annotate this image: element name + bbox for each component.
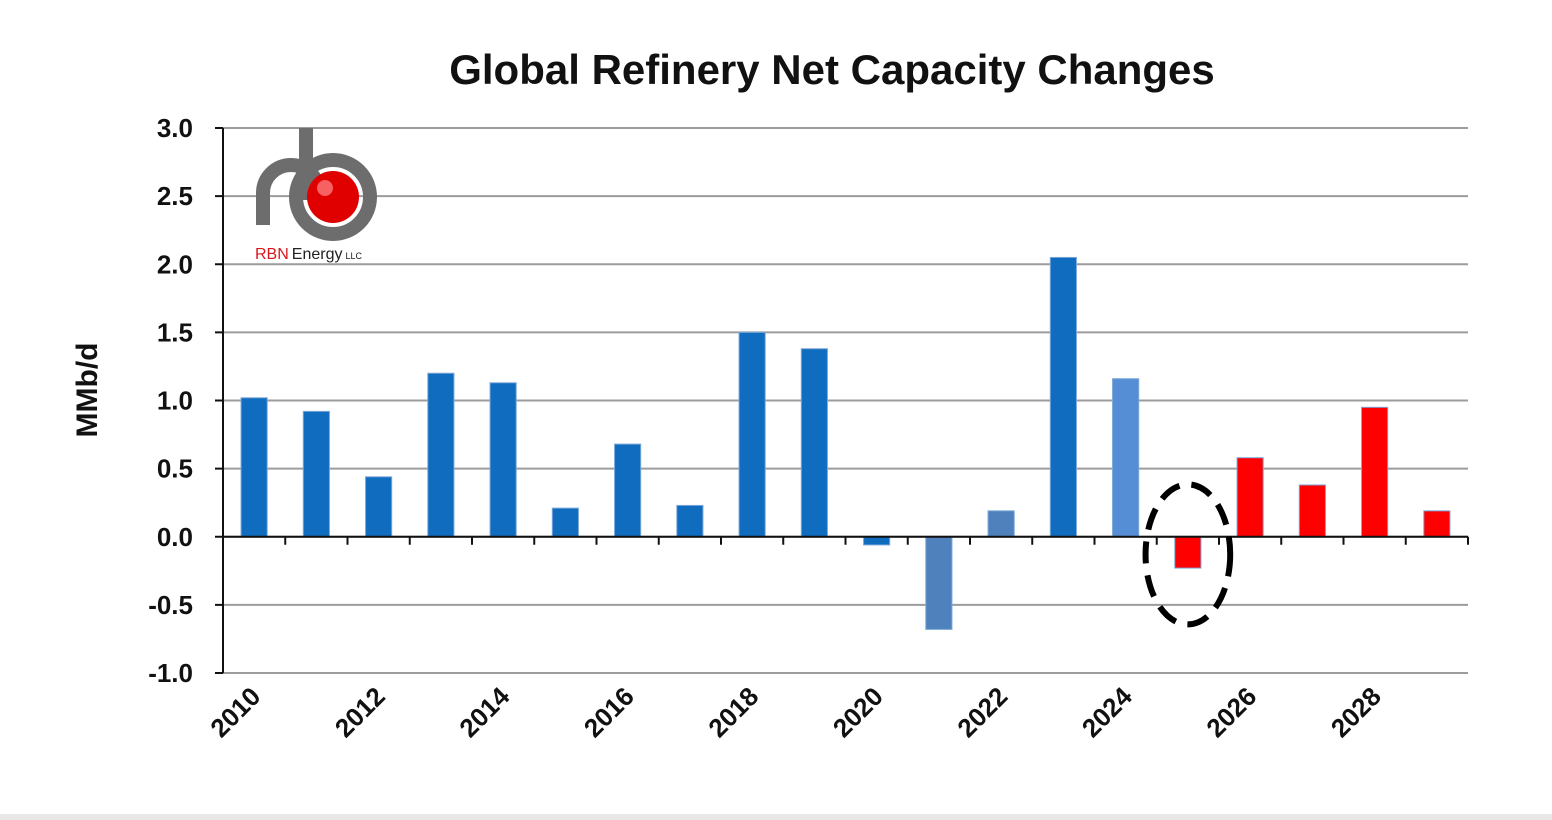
- gridlines: [215, 127, 1468, 674]
- rbn-energy-logo: RBN Energy LLC: [255, 128, 377, 263]
- x-tick-label: 2028: [1325, 681, 1387, 743]
- x-tick-labels: 2010 2012 2014 2016 2018 2020 2022 2024 2026 2028: [204, 681, 1387, 743]
- y-tick-label: 1.5: [157, 317, 193, 347]
- x-tick-label: 2016: [578, 681, 640, 743]
- y-tick-label: -1.0: [148, 658, 193, 688]
- bar-2027: [1298, 484, 1326, 538]
- logo-suffix: LLC: [345, 251, 362, 261]
- x-tick-label: 2026: [1200, 681, 1262, 743]
- bar-2029: [1423, 510, 1451, 538]
- bars: [240, 256, 1451, 630]
- x-tick-label: 2020: [827, 681, 889, 743]
- y-tick-label: 2.5: [157, 181, 193, 211]
- axes: [222, 128, 1469, 673]
- y-tick-label: -0.5: [148, 590, 193, 620]
- x-tick-label: 2024: [1076, 681, 1138, 743]
- bar-2020: [863, 536, 891, 546]
- bar-2018: [738, 331, 766, 538]
- logo-mark-icon: [256, 128, 377, 241]
- bar-2021: [925, 536, 953, 630]
- bar-2010: [240, 397, 268, 538]
- bar-2019: [800, 348, 828, 538]
- bar-2013: [427, 372, 455, 538]
- x-tick-label: 2012: [329, 681, 391, 743]
- y-tick-label: 0.0: [157, 522, 193, 552]
- x-tick-label: 2022: [951, 681, 1013, 743]
- bar-2024: [1112, 378, 1140, 538]
- chart-title: Global Refinery Net Capacity Changes: [449, 46, 1215, 93]
- highlight-ellipse: [1142, 481, 1234, 628]
- y-tick-labels: 3.0 2.5 2.0 1.5 1.0 0.5 0.0 -0.5 -1.0: [148, 113, 193, 688]
- bar-2016: [614, 443, 642, 538]
- x-tick-label: 2010: [204, 681, 266, 743]
- bar-2025: [1174, 536, 1202, 569]
- y-tick-label: 3.0: [157, 113, 193, 143]
- y-tick-label: 1.0: [157, 386, 193, 416]
- bar-2012: [365, 476, 393, 538]
- bar-2028: [1361, 406, 1389, 538]
- bar-2015: [551, 507, 579, 538]
- y-axis-label: MMb/d: [71, 343, 104, 438]
- y-tick-label: 2.0: [157, 249, 193, 279]
- bar-2014: [489, 382, 517, 538]
- bar-2023: [1049, 256, 1077, 538]
- bar-2017: [676, 504, 704, 538]
- logo-brand: RBN: [255, 246, 289, 263]
- x-tick-label: 2018: [702, 681, 764, 743]
- logo-wordmark: RBN Energy LLC: [255, 246, 362, 263]
- bar-2022: [987, 510, 1015, 538]
- logo-name: Energy: [292, 246, 343, 263]
- bar-2011: [302, 410, 330, 538]
- y-tick-label: 0.5: [157, 454, 193, 484]
- bottom-rule: [0, 814, 1552, 820]
- bar-2026: [1236, 457, 1264, 538]
- x-tick-label: 2014: [453, 681, 515, 743]
